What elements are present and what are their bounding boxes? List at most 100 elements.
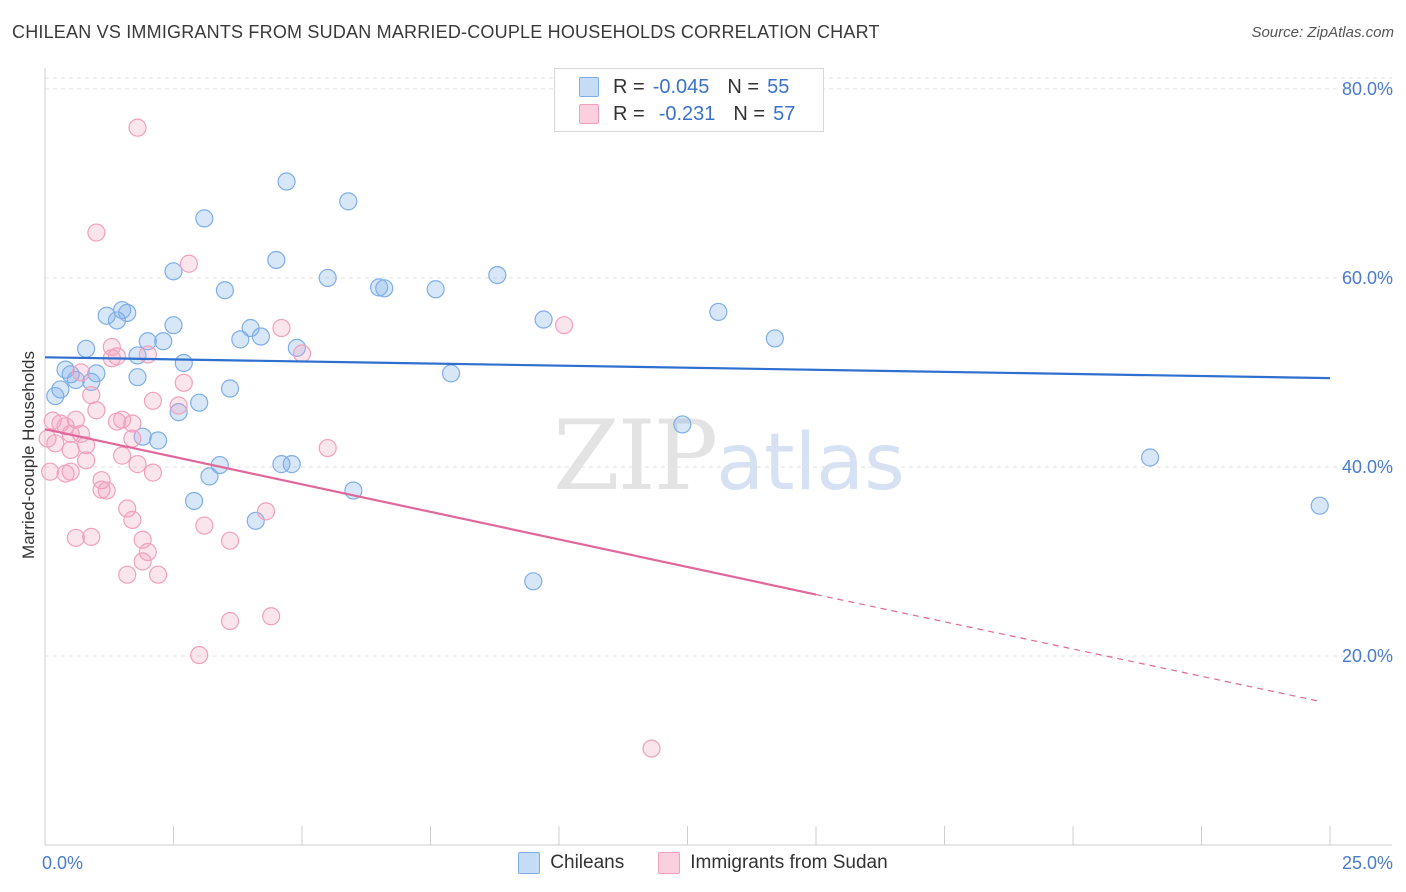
point-sudan <box>118 565 137 584</box>
point-sudan <box>169 396 188 415</box>
point-sudan <box>38 429 57 448</box>
point-sudan <box>179 254 199 273</box>
tick-labels: 20.0% 40.0% 60.0% 80.0% 0.0% 25.0% <box>42 79 1393 873</box>
x-tick-label-max: 25.0% <box>1342 853 1393 873</box>
point-sudan <box>77 451 96 470</box>
point-chileans <box>375 279 394 298</box>
series-legend: Chileans Immigrants from Sudan <box>0 852 1406 874</box>
point-sudan <box>61 440 80 460</box>
point-chileans <box>154 332 173 351</box>
point-chileans <box>488 265 507 285</box>
stats-legend: R = -0.045 N = 55 R = -0.231 N = 57 <box>554 68 824 132</box>
point-sudan <box>87 401 106 420</box>
point-chileans <box>51 380 70 399</box>
trend-line-sudan <box>44 428 817 596</box>
y-tick-label: 40.0% <box>1342 457 1393 477</box>
legend-swatch-pink <box>658 852 681 874</box>
point-sudan <box>123 510 142 529</box>
legend-n-value: 57 <box>773 102 796 125</box>
point-chileans <box>118 303 137 322</box>
point-chileans <box>282 455 301 474</box>
legend-row-sudan: R = -0.231 N = 57 <box>579 102 795 126</box>
point-sudan <box>112 446 132 465</box>
point-sudan <box>138 345 157 364</box>
legend-r-label: R = <box>613 75 645 98</box>
point-chileans <box>215 281 234 300</box>
point-sudan <box>555 316 574 335</box>
point-chileans <box>174 353 193 373</box>
legend-row-chileans: R = -0.045 N = 55 <box>579 75 789 99</box>
point-sudan <box>143 391 163 410</box>
point-chileans <box>251 327 270 346</box>
y-tick-label: 20.0% <box>1342 646 1393 666</box>
point-sudan <box>107 347 127 366</box>
legend-r-value: -0.045 <box>652 75 710 98</box>
legend-r-value: -0.231 <box>658 102 716 125</box>
point-sudan <box>318 438 337 458</box>
point-sudan <box>642 739 661 758</box>
point-chileans <box>673 415 692 434</box>
point-chileans <box>164 262 183 281</box>
point-chileans <box>184 491 204 511</box>
point-sudan <box>262 607 281 626</box>
point-sudan <box>174 373 193 392</box>
legend-item-chileans: Chileans <box>518 852 624 874</box>
point-sudan <box>82 527 101 546</box>
point-sudan <box>71 363 91 382</box>
trend-line-sudan-extension <box>815 593 1320 702</box>
point-sudan <box>133 552 152 571</box>
y-tick-label: 60.0% <box>1342 268 1393 288</box>
axes <box>44 68 1392 846</box>
legend-n-value: 55 <box>767 75 790 98</box>
point-sudan <box>92 471 111 490</box>
point-sudan <box>256 502 276 521</box>
point-sudan <box>123 429 142 448</box>
point-chileans <box>534 310 553 329</box>
point-chileans <box>107 311 127 330</box>
source-label: Source: ZipAtlas.com <box>1251 24 1394 41</box>
point-chileans <box>169 403 188 422</box>
point-sudan <box>190 645 209 665</box>
point-sudan <box>112 410 132 429</box>
trend-line-chileans <box>44 356 1331 380</box>
point-chileans <box>87 364 106 383</box>
point-sudan <box>220 531 240 550</box>
point-chileans <box>287 338 306 357</box>
point-sudan <box>138 542 157 562</box>
y-tick-label: 80.0% <box>1342 79 1393 99</box>
point-sudan <box>123 414 142 433</box>
point-chileans <box>77 339 96 358</box>
point-chileans <box>195 209 214 228</box>
x-tick-label-min: 0.0% <box>42 853 83 873</box>
watermark-atlas: atlas <box>716 418 905 508</box>
point-chileans <box>148 431 168 450</box>
point-sudan <box>118 499 137 518</box>
point-chileans <box>200 467 219 486</box>
legend-label-chileans: Chileans <box>550 852 625 873</box>
watermark-zip: ZIP <box>553 400 718 512</box>
point-chileans <box>112 300 132 320</box>
y-axis-label: Married-couple Households <box>19 351 38 559</box>
point-chileans <box>231 330 250 349</box>
point-chileans <box>220 379 240 398</box>
point-chileans <box>190 393 209 412</box>
legend-n-label: N = <box>727 75 760 98</box>
legend-item-sudan: Immigrants from Sudan <box>658 852 888 874</box>
point-chileans <box>1310 496 1329 515</box>
point-chileans <box>164 316 183 335</box>
point-sudan <box>292 344 312 363</box>
point-chileans <box>267 250 286 270</box>
point-chileans <box>524 572 543 591</box>
point-chileans <box>441 364 461 383</box>
legend-label-sudan: Immigrants from Sudan <box>690 852 888 873</box>
point-chileans <box>318 268 337 288</box>
legend-swatch-blue <box>579 77 599 97</box>
gridlines <box>45 77 1392 657</box>
point-sudan <box>220 611 240 631</box>
point-sudan <box>92 480 111 499</box>
point-chileans <box>370 278 389 297</box>
point-sudan <box>87 223 106 242</box>
point-sudan <box>61 462 80 481</box>
point-sudan <box>143 463 163 482</box>
